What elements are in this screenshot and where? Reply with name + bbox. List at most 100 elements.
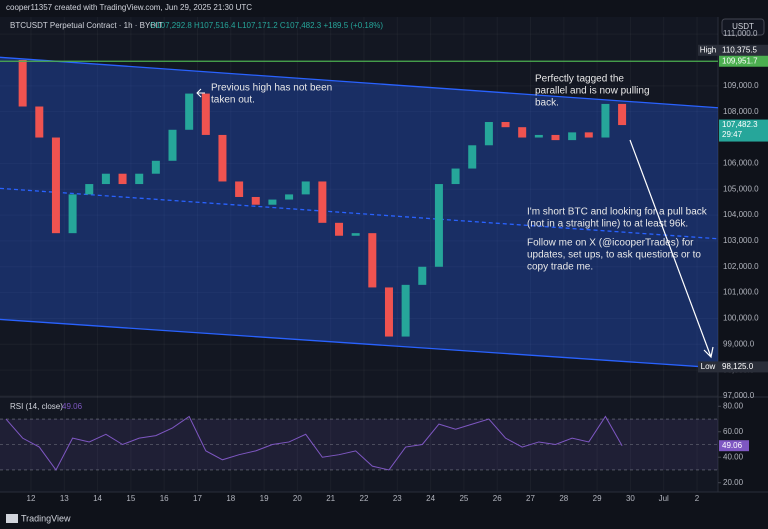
candle bbox=[201, 93, 210, 135]
candle bbox=[434, 184, 443, 267]
y-tick-label: 108,000.0 bbox=[723, 107, 759, 116]
x-tick-label: 23 bbox=[393, 494, 402, 503]
x-tick-label: 21 bbox=[326, 494, 335, 503]
target-arrow bbox=[629, 139, 714, 359]
candle bbox=[601, 103, 610, 138]
note-arrow bbox=[196, 88, 205, 98]
candle bbox=[468, 145, 477, 169]
candle bbox=[534, 134, 543, 138]
chart-area bbox=[0, 17, 718, 492]
candle bbox=[235, 181, 244, 197]
candle bbox=[335, 222, 344, 236]
rsi-tick-label: 20.00 bbox=[723, 478, 744, 487]
annotation: taken out. bbox=[211, 95, 255, 106]
candle bbox=[451, 168, 460, 185]
x-tick-label: 25 bbox=[459, 494, 468, 503]
rsi-tick-label: 40.00 bbox=[723, 452, 744, 461]
x-tick-label: 19 bbox=[260, 494, 269, 503]
x-tick-label: 12 bbox=[27, 494, 36, 503]
x-tick-label: 28 bbox=[559, 494, 568, 503]
y-tick-label: 99,000.0 bbox=[723, 339, 755, 348]
candle bbox=[384, 287, 393, 337]
currency-button[interactable] bbox=[721, 18, 765, 36]
x-tick-label: 18 bbox=[226, 494, 235, 503]
candle bbox=[518, 127, 527, 138]
candle bbox=[251, 196, 260, 205]
candle bbox=[168, 129, 177, 161]
price-name-box bbox=[698, 361, 719, 373]
price-label: 110,375.5 bbox=[722, 45, 758, 54]
annotation: updates, set ups, to ask questions or to bbox=[527, 250, 701, 261]
candle bbox=[484, 122, 493, 146]
candle bbox=[118, 173, 127, 185]
x-tick-label: 16 bbox=[160, 494, 169, 503]
annotation: Previous high has not been bbox=[211, 83, 332, 94]
candle bbox=[418, 266, 427, 285]
currency[interactable]: USDT bbox=[732, 22, 754, 31]
price-name: Low bbox=[701, 362, 716, 371]
x-tick-label: 26 bbox=[493, 494, 502, 503]
brand-logo bbox=[6, 514, 18, 523]
annotation: back. bbox=[535, 98, 559, 109]
candle bbox=[401, 284, 410, 337]
x-tick-label: 24 bbox=[426, 494, 435, 503]
x-tick-label: 15 bbox=[126, 494, 135, 503]
candle bbox=[68, 194, 77, 234]
candle bbox=[568, 132, 577, 141]
ohlc: O107,292.8 H107,516.4 L107,171.2 C107,48… bbox=[150, 21, 383, 30]
x-tick-label: 2 bbox=[695, 494, 700, 503]
candle bbox=[501, 122, 510, 128]
brand: TradingView bbox=[21, 513, 71, 523]
countdown: 29:47 bbox=[722, 130, 743, 139]
rsi-value: 49.06 bbox=[62, 402, 83, 411]
x-tick-label: 14 bbox=[93, 494, 102, 503]
candle bbox=[151, 160, 160, 174]
y-tick-label: 102,000.0 bbox=[723, 262, 759, 271]
price-label: 98,125.0 bbox=[722, 362, 754, 371]
price-label-box bbox=[719, 119, 768, 142]
price-label-box bbox=[719, 55, 768, 67]
channel-upper bbox=[0, 56, 719, 109]
y-tick-label: 106,000.0 bbox=[723, 158, 759, 167]
annotation: I'm short BTC and looking for a pull bac… bbox=[527, 207, 708, 218]
x-tick-label: 20 bbox=[293, 494, 302, 503]
y-tick-label: 100,000.0 bbox=[723, 314, 759, 323]
price-name: High bbox=[700, 45, 716, 54]
candle bbox=[51, 137, 60, 234]
price-label: 107,482.3 bbox=[722, 120, 758, 129]
annotation: Perfectly tagged the bbox=[535, 74, 624, 85]
rsi-title: RSI (14, close) bbox=[10, 402, 63, 411]
annotation: (not in a straight line) to at least 96k… bbox=[527, 219, 688, 230]
y-tick-label: 103,000.0 bbox=[723, 236, 759, 245]
y-tick-label: 109,000.0 bbox=[723, 81, 759, 90]
x-tick-label: 17 bbox=[193, 494, 202, 503]
candle bbox=[351, 233, 360, 236]
candle bbox=[301, 181, 310, 195]
y-tick-label: 111,000.0 bbox=[723, 29, 758, 38]
x-tick-label: 30 bbox=[626, 494, 635, 503]
candle bbox=[101, 173, 110, 185]
rsi-tick-label: 80.00 bbox=[723, 401, 744, 410]
rsi-band bbox=[0, 419, 718, 470]
rsi-line bbox=[5, 415, 623, 471]
candle bbox=[218, 134, 227, 182]
rsi-tick-label: 60.00 bbox=[723, 427, 744, 436]
price-label: 109,951.7 bbox=[722, 56, 758, 65]
candle bbox=[584, 132, 593, 138]
candle bbox=[318, 181, 327, 223]
channel-lower bbox=[0, 318, 719, 369]
x-tick-label: 29 bbox=[593, 494, 602, 503]
x-tick-label: 27 bbox=[526, 494, 535, 503]
candle bbox=[185, 93, 194, 130]
symbol: BTCUSDT Perpetual Contract · 1h · BYBIT bbox=[10, 21, 163, 30]
credit: cooper11357 created with TradingView.com… bbox=[6, 3, 252, 12]
y-tick-label: 101,000.0 bbox=[723, 288, 759, 297]
annotation: copy trade me. bbox=[527, 262, 593, 273]
candle bbox=[551, 134, 560, 141]
price-name-box bbox=[698, 44, 719, 56]
candle bbox=[85, 184, 94, 195]
x-tick-label: 22 bbox=[360, 494, 369, 503]
channel-middle bbox=[0, 187, 719, 240]
annotation: parallel and is now pulling bbox=[535, 86, 650, 97]
